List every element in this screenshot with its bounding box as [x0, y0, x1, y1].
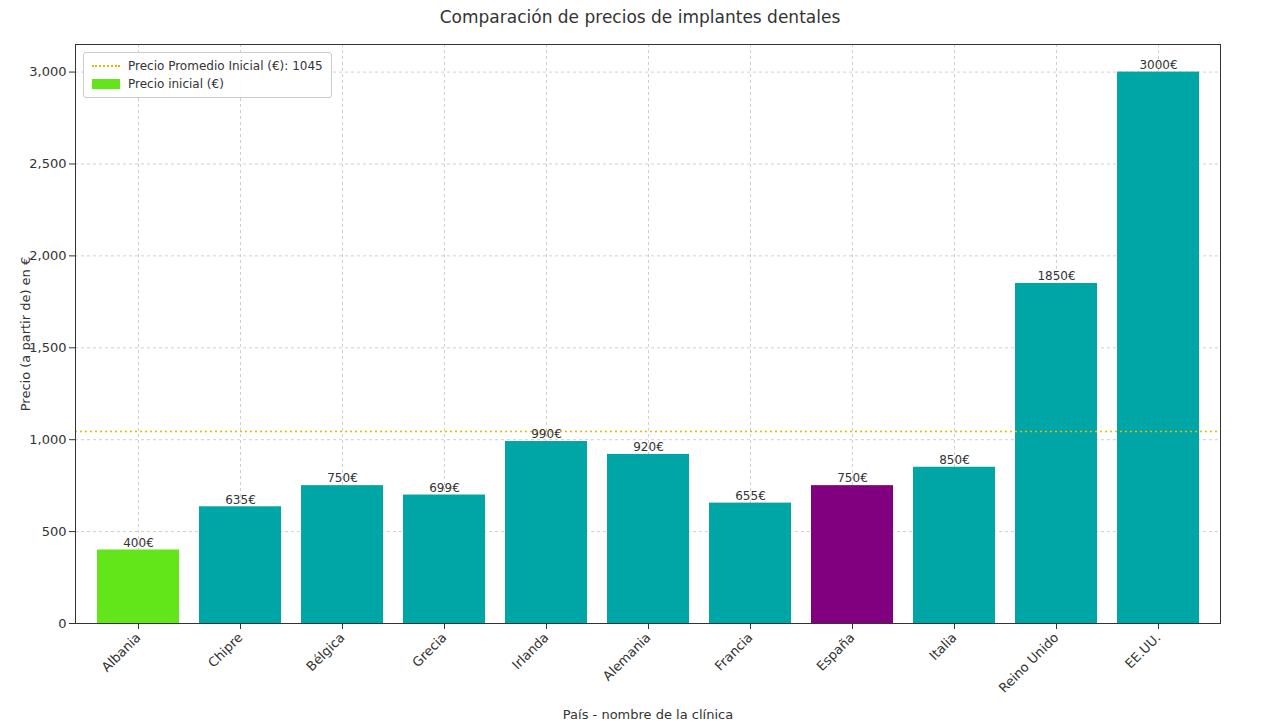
- svg-text:Chipre: Chipre: [205, 630, 245, 670]
- svg-text:635€: 635€: [225, 493, 256, 507]
- html-text:Comparación de precios de impl: Comparación de precios de implantes dent…: [439, 7, 841, 27]
- svg-text:1,000: 1,000: [29, 432, 66, 447]
- svg-text:655€: 655€: [735, 489, 766, 503]
- svg-text:País - nombre de la clínica: País - nombre de la clínica: [563, 707, 733, 722]
- svg-text:Francia: Francia: [712, 630, 756, 674]
- html-text:Precio Promedio Inicial (€): 1: Precio Promedio Inicial (€): 1045: [128, 59, 323, 73]
- svg-text:920€: 920€: [633, 440, 664, 454]
- svg-text:0: 0: [58, 616, 66, 631]
- svg-text:699€: 699€: [429, 481, 460, 495]
- svg-text:400€: 400€: [123, 536, 154, 550]
- html-text:Precio inicial (€): Precio inicial (€): [128, 77, 224, 91]
- svg-text:Italia: Italia: [926, 630, 959, 663]
- svg-text:3000€: 3000€: [1139, 58, 1177, 72]
- svg-text:1,500: 1,500: [29, 340, 66, 355]
- svg-text:500: 500: [42, 524, 67, 539]
- svg-text:Irlanda: Irlanda: [509, 630, 552, 673]
- svg-text:2,000: 2,000: [29, 248, 66, 263]
- svg-text:850€: 850€: [939, 453, 970, 467]
- svg-text:990€: 990€: [531, 427, 562, 441]
- svg-text:Reino Unido: Reino Unido: [996, 630, 1062, 696]
- svg-text:2,500: 2,500: [29, 156, 66, 171]
- svg-text:750€: 750€: [837, 471, 868, 485]
- svg-text:Albania: Albania: [99, 630, 144, 675]
- svg-text:Alemania: Alemania: [600, 630, 654, 684]
- svg-text:EE.UU.: EE.UU.: [1122, 630, 1164, 672]
- svg-text:Precio (a partir de) en €: Precio (a partir de) en €: [18, 257, 33, 412]
- svg-text:3,000: 3,000: [29, 64, 66, 79]
- svg-text:750€: 750€: [327, 471, 358, 485]
- svg-text:Bélgica: Bélgica: [303, 630, 347, 674]
- svg-text:1850€: 1850€: [1037, 269, 1075, 283]
- svg-text:Grecia: Grecia: [409, 630, 449, 670]
- svg-text:España: España: [813, 630, 857, 674]
